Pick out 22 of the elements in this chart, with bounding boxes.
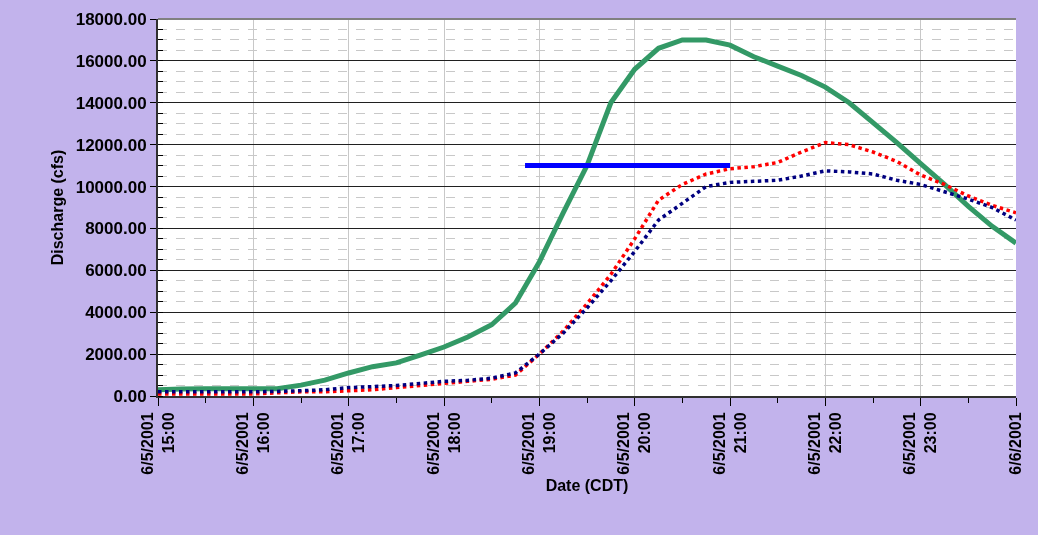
y-tick-label: 8000.00: [85, 219, 147, 239]
y-tick-label: 12000.00: [75, 135, 147, 155]
x-axis-title: Date (CDT): [545, 476, 629, 494]
x-tick-label: 6/5/2001 16:00: [234, 412, 272, 475]
x-tick-label: 6/5/2001 18:00: [424, 412, 463, 475]
y-tick-label: 10000.00: [75, 177, 147, 197]
x-tick-label: 6/5/2001 19:00: [520, 412, 558, 475]
y-tick-label: 2000.00: [85, 345, 147, 365]
x-tick-label: 6/5/2001 22:00: [806, 412, 844, 475]
y-tick-label: 18000.00: [75, 9, 147, 29]
x-tick-label: 6/6/2001: [1007, 412, 1025, 475]
x-tick-label: 6/5/2001 17:00: [329, 412, 368, 475]
y-tick-label: 14000.00: [75, 93, 147, 113]
y-tick-label: 6000.00: [85, 261, 147, 281]
x-tick-label: 6/5/2001 23:00: [901, 412, 940, 475]
y-tick-label: 16000.00: [75, 51, 147, 71]
y-tick-label: 0.00: [113, 386, 147, 406]
x-tick-label: 6/5/2001 15:00: [138, 412, 177, 475]
x-tick-label: 6/5/2001 21:00: [710, 412, 749, 475]
y-axis-title: Discharge (cfs): [49, 149, 67, 266]
y-tick-label: 4000.00: [85, 303, 147, 323]
x-tick-label: 6/5/2001 20:00: [615, 412, 654, 475]
